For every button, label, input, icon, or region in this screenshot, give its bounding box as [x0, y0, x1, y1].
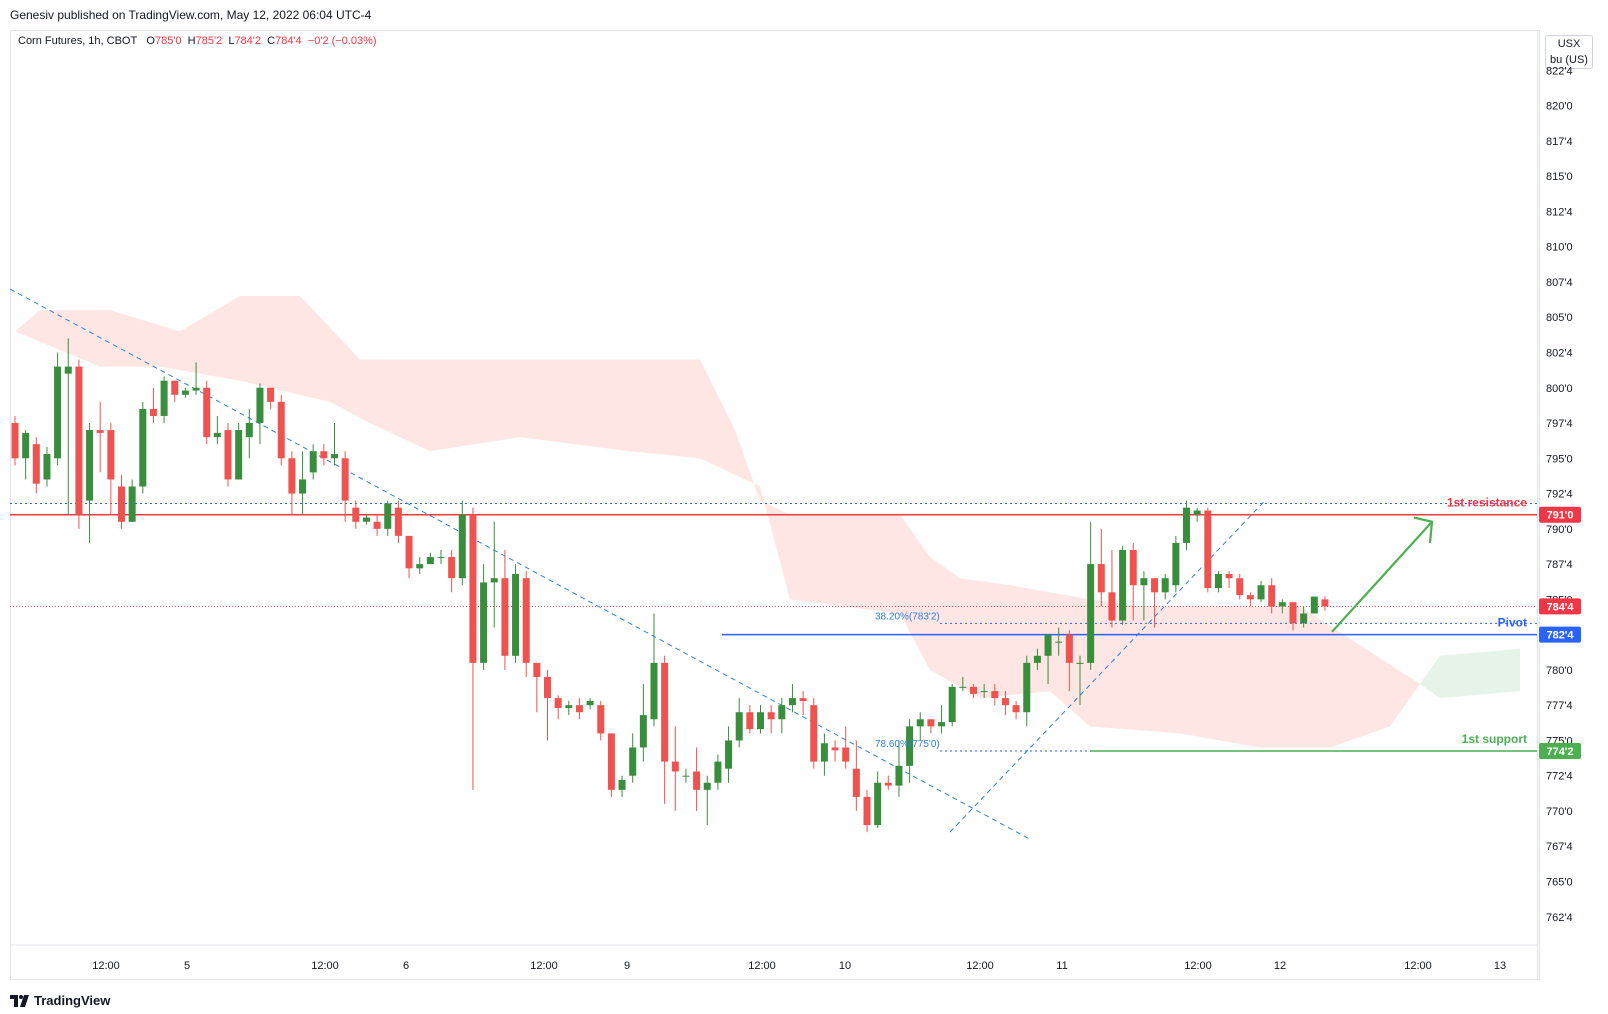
price-axis[interactable]	[1537, 30, 1599, 980]
currency-label: USX	[1557, 38, 1581, 50]
symbol-name[interactable]: Corn Futures, 1h, CBOT	[18, 35, 138, 47]
close-value: 784'4	[275, 35, 302, 47]
currency-unit-selector[interactable]: USX bu (US)	[1545, 35, 1593, 69]
open-value: 785'0	[154, 35, 182, 47]
tradingview-icon	[10, 994, 30, 1007]
publish-info: Genesiv published on TradingView.com, Ma…	[10, 8, 372, 22]
unit-label: bu (US)	[1550, 54, 1588, 66]
low-value: 784'2	[234, 35, 262, 47]
symbol-legend: Corn Futures, 1h, CBOT O785'0 H785'2 L78…	[18, 35, 377, 47]
high-value: 785'2	[195, 35, 223, 47]
brand-name: TradingView	[34, 993, 111, 1008]
tradingview-logo[interactable]: TradingView	[10, 993, 110, 1008]
change-value: −0'2 (−0.03%)	[307, 35, 377, 47]
chart-pane[interactable]	[10, 30, 1540, 980]
